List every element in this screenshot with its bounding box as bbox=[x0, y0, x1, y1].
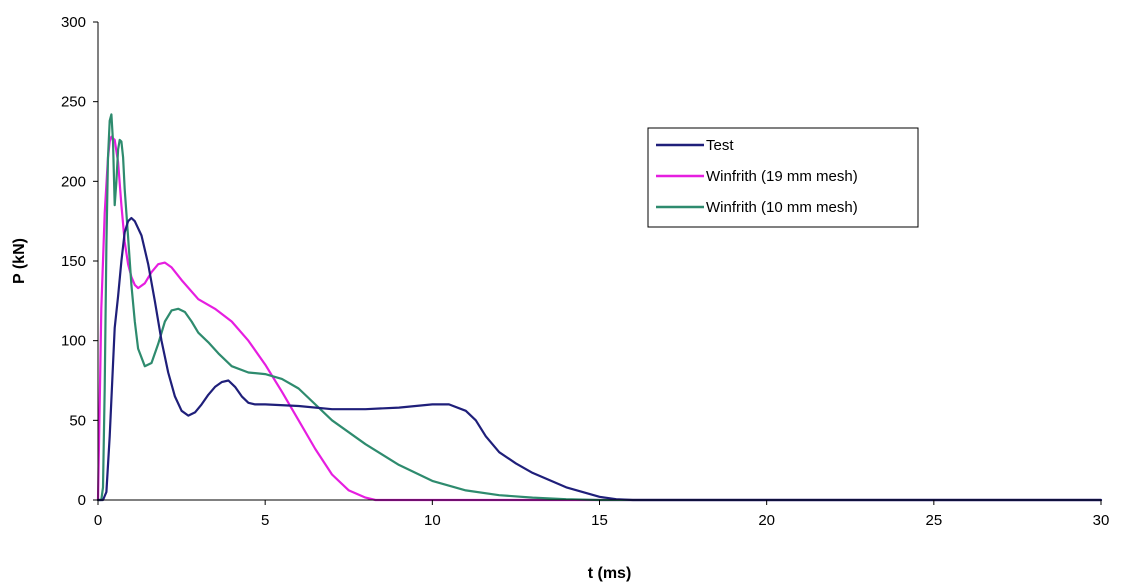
y-tick-label: 250 bbox=[61, 94, 86, 111]
ticks-layer: 0 50 100 150 200 250 300 0 5 10 15 20 25 30 bbox=[61, 14, 1109, 529]
x-axis-title: t (ms) bbox=[588, 565, 632, 582]
series-line-winfrith-10-mm-mesh bbox=[96, 113, 1103, 502]
y-tick-label: 300 bbox=[61, 14, 86, 31]
x-tick-label: 15 bbox=[591, 512, 608, 529]
legend: Test Winfrith (19 mm mesh) Winfrith (10 mm… bbox=[647, 127, 919, 228]
y-tick-label: 150 bbox=[61, 253, 86, 270]
y-axis-title: P (kN) bbox=[11, 238, 28, 284]
legend-label: Winfrith (19 mm mesh) bbox=[706, 168, 858, 185]
legend-label: Test bbox=[706, 137, 734, 154]
series-layer bbox=[96, 113, 1103, 502]
x-tick-label: 25 bbox=[925, 512, 942, 529]
legend-label: Winfrith (10 mm mesh) bbox=[706, 199, 858, 216]
x-tick-label: 10 bbox=[424, 512, 441, 529]
x-tick-label: 30 bbox=[1093, 512, 1110, 529]
y-tick-label: 100 bbox=[61, 333, 86, 350]
x-tick-label: 0 bbox=[94, 512, 102, 529]
y-tick-label: 200 bbox=[61, 173, 86, 190]
series-line-test bbox=[96, 216, 1103, 502]
x-tick-label: 20 bbox=[758, 512, 775, 529]
y-tick-label: 50 bbox=[69, 412, 86, 429]
y-tick-label: 0 bbox=[78, 492, 86, 509]
x-tick-label: 5 bbox=[261, 512, 269, 529]
